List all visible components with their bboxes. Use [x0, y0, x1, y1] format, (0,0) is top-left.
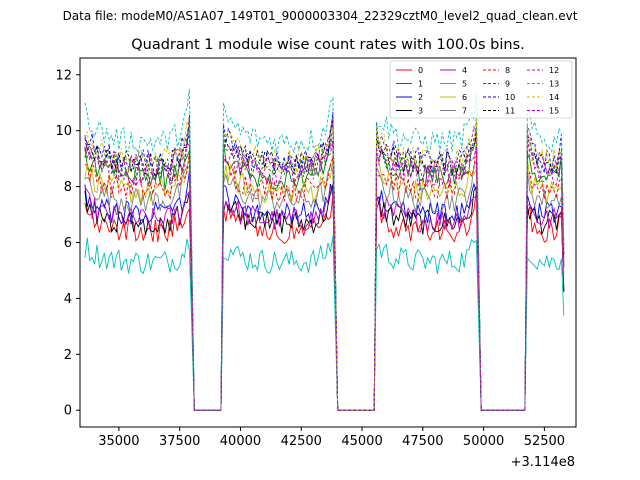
- x-tick-label: 37500: [159, 434, 200, 449]
- data-file-label: Data file: modeM0/AS1A07_149T01_90000033…: [63, 9, 578, 23]
- series-layer: [84, 88, 565, 411]
- x-axis: 35000 37500 40000 42500 45000 47500 50000 52500: [98, 427, 565, 449]
- y-axis: 0 2 4 6 8 10 12: [55, 68, 80, 419]
- x-tick-label: 45000: [341, 434, 382, 449]
- x-tick-label: 35000: [98, 434, 139, 449]
- legend-label-10: 10: [505, 93, 515, 102]
- legend-label-5: 5: [462, 80, 467, 89]
- y-tick-label: 6: [64, 236, 72, 251]
- series-line-11: [84, 114, 565, 411]
- x-tick-label: 42500: [281, 434, 322, 449]
- legend-label-13: 13: [549, 80, 559, 89]
- legend-label-3: 3: [418, 107, 423, 116]
- x-tick-label: 52500: [524, 434, 565, 449]
- series-line-6: [84, 153, 565, 411]
- legend-label-14: 14: [549, 93, 559, 102]
- legend-label-12: 12: [549, 66, 559, 75]
- series-line-14: [84, 115, 565, 411]
- series-line-15: [84, 141, 565, 411]
- legend-label-6: 6: [462, 93, 467, 102]
- x-tick-label: 50000: [463, 434, 504, 449]
- series-line-1: [84, 137, 565, 411]
- legend-label-11: 11: [505, 107, 515, 116]
- x-offset-label: +3.114e8: [511, 455, 575, 470]
- x-tick-label: 40000: [220, 434, 261, 449]
- legend-label-7: 7: [462, 107, 467, 116]
- y-tick-label: 10: [55, 124, 72, 139]
- legend-label-0: 0: [418, 66, 423, 75]
- y-tick-label: 2: [64, 348, 72, 363]
- x-tick-label: 47500: [402, 434, 443, 449]
- legend-label-4: 4: [462, 66, 467, 75]
- series-line-4: [84, 186, 565, 411]
- series-line-5: [84, 235, 565, 411]
- legend-frame: [389, 60, 573, 119]
- series-line-7: [84, 160, 565, 411]
- series-line-13: [84, 88, 565, 411]
- series-line-3: [84, 184, 565, 411]
- legend-label-9: 9: [505, 80, 510, 89]
- legend-label-8: 8: [505, 66, 510, 75]
- legend-label-1: 1: [418, 80, 423, 89]
- legend-label-2: 2: [418, 93, 423, 102]
- series-line-8: [84, 142, 565, 411]
- y-tick-label: 0: [64, 404, 72, 419]
- y-tick-label: 4: [64, 292, 72, 307]
- y-tick-label: 8: [64, 180, 72, 195]
- legend-label-15: 15: [549, 107, 559, 116]
- chart-title: Quadrant 1 module wise count rates with …: [131, 37, 525, 53]
- y-tick-label: 12: [55, 68, 72, 83]
